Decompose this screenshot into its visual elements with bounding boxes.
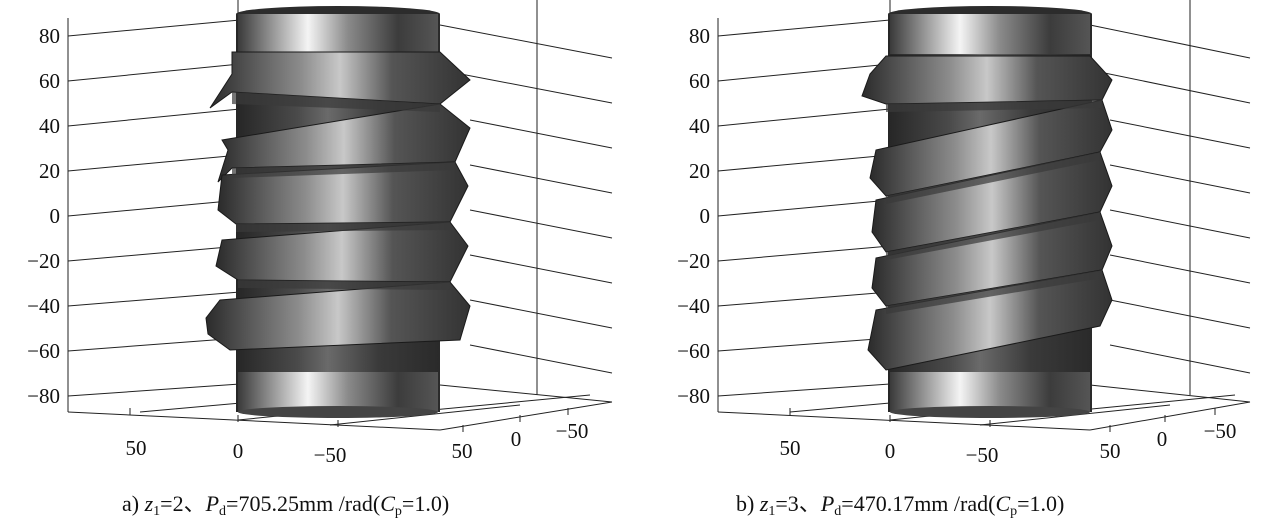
z-tick: −20 xyxy=(27,249,60,273)
y-tick: 50 xyxy=(1100,439,1121,463)
y-axis-b: 50 0 −50 xyxy=(1100,419,1237,463)
caption-b: b) z1=3、Pd=470.17mm /rad(Cp=1.0) xyxy=(736,491,1065,519)
z-tick: 0 xyxy=(50,204,61,228)
z-tick: −60 xyxy=(677,339,710,363)
y-tick: −50 xyxy=(1204,419,1237,443)
worm-body-b xyxy=(861,6,1113,418)
z-tick: 60 xyxy=(689,69,710,93)
z-tick: 40 xyxy=(39,114,60,138)
z-tick: −40 xyxy=(27,294,60,318)
x-tick: 50 xyxy=(126,436,147,460)
x-tick: 50 xyxy=(780,436,801,460)
z-tick: 60 xyxy=(39,69,60,93)
z-tick: 0 xyxy=(700,204,711,228)
y-tick: −50 xyxy=(556,419,589,443)
y-axis-a: 50 0 −50 xyxy=(452,419,589,463)
z-axis-a: 80 60 40 20 0 −20 −40 −60 −80 xyxy=(27,24,60,408)
z-tick: 80 xyxy=(689,24,710,48)
z-tick: −80 xyxy=(677,384,710,408)
y-tick: 0 xyxy=(1157,427,1168,451)
panel-b: 80 60 40 20 0 −20 −40 −60 −80 50 0 −50 5… xyxy=(650,0,1267,522)
z-tick: 40 xyxy=(689,114,710,138)
z-tick: −60 xyxy=(27,339,60,363)
z-tick: 20 xyxy=(39,159,60,183)
x-tick: −50 xyxy=(314,443,347,467)
panel-a: 80 60 40 20 0 −20 −40 −60 −80 50 0 −50 5… xyxy=(0,0,633,522)
worm-plot-b: 80 60 40 20 0 −20 −40 −60 −80 50 0 −50 5… xyxy=(677,0,1251,467)
y-tick: 0 xyxy=(511,427,522,451)
z-axis-b: 80 60 40 20 0 −20 −40 −60 −80 xyxy=(677,24,710,408)
z-tick: −40 xyxy=(677,294,710,318)
x-tick: 0 xyxy=(233,439,244,463)
x-tick: −50 xyxy=(966,443,999,467)
caption-a: a) z1=2、Pd=705.25mm /rad(Cp=1.0) xyxy=(122,491,450,519)
x-axis-a: 50 0 −50 xyxy=(126,436,347,467)
axis-grid-b xyxy=(717,0,1251,432)
z-tick: −20 xyxy=(677,249,710,273)
z-tick: −80 xyxy=(27,384,60,408)
z-tick: 20 xyxy=(689,159,710,183)
x-axis-b: 50 0 −50 xyxy=(780,436,999,467)
worm-plot-a: 80 60 40 20 0 −20 −40 −60 −80 50 0 −50 5… xyxy=(27,0,613,467)
x-tick: 0 xyxy=(885,439,896,463)
z-tick: 80 xyxy=(39,24,60,48)
worm-body-a xyxy=(205,6,471,418)
y-tick: 50 xyxy=(452,439,473,463)
